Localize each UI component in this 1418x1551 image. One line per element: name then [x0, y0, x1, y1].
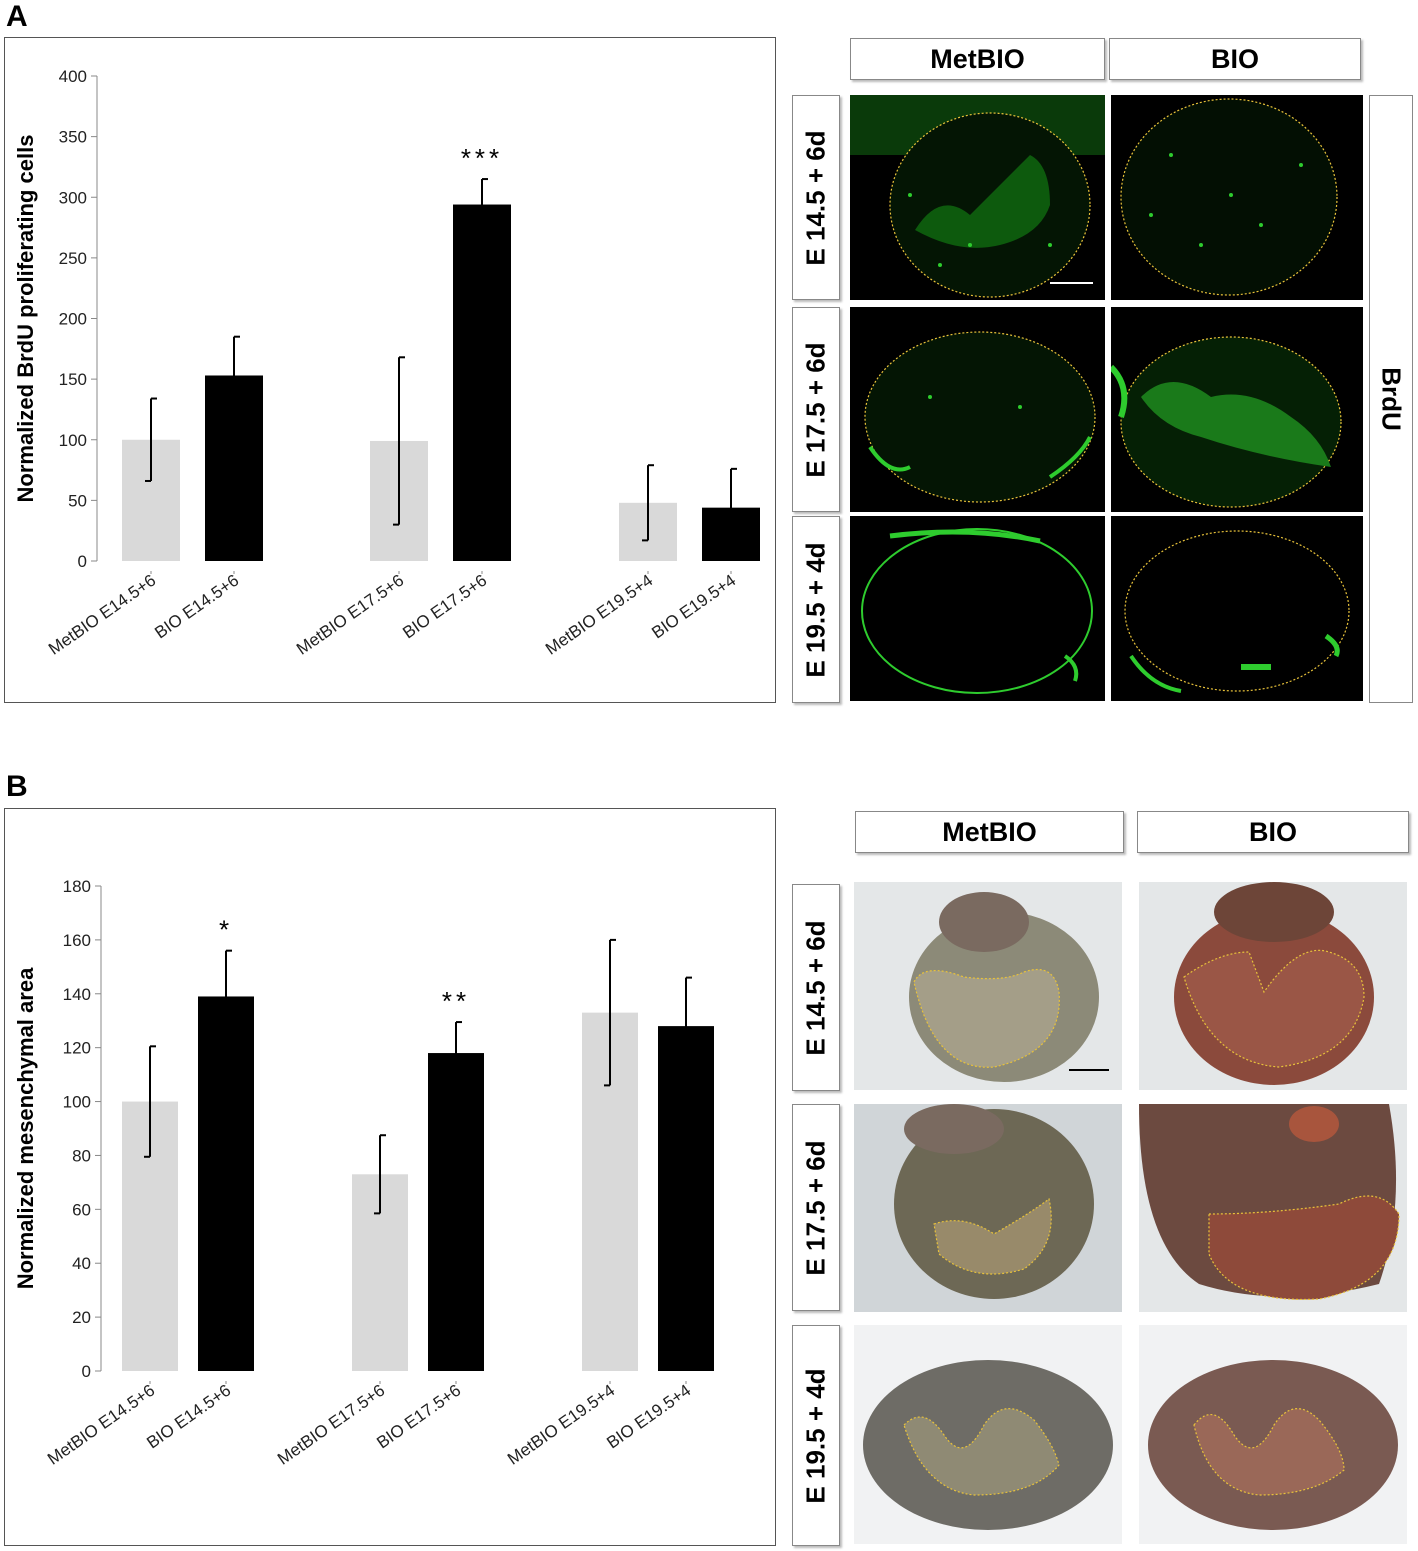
chart-b-category-label-2: MetBIO E17.5+6 — [274, 1381, 388, 1469]
brdu-image-metbio-e19-5 — [850, 516, 1105, 701]
chart-a-significance-3: *** — [461, 143, 503, 173]
chart-a-bar-3 — [453, 204, 511, 561]
bright-image-metbio-e19-5 — [854, 1325, 1122, 1544]
chart-a-category-label-5: BIO E19.5+4 — [648, 571, 739, 643]
chart-b-y-tick-label-4: 80 — [72, 1146, 91, 1165]
chart-a: 0 50 100 150 200 250 300 350 400 Normalized BrdU … — [13, 67, 760, 659]
chart-b-y-tick-label-5: 100 — [63, 1093, 91, 1112]
bright-image-bio-e19-5 — [1139, 1325, 1407, 1544]
chart-a-y-tick-label-0: 0 — [78, 552, 87, 571]
panel-b-row-label-2: E 17.5 + 6d — [800, 1139, 831, 1276]
panel-b-row-label-3: E 19.5 + 4d — [800, 1367, 831, 1504]
chart-a-y-tick-label-4: 200 — [59, 310, 87, 329]
chart-b-category-label-3: BIO E17.5+6 — [373, 1381, 464, 1453]
chart-b-category-label-0: MetBIO E14.5+6 — [44, 1381, 158, 1469]
chart-b-y-axis-label: Normalized mesenchymal area — [13, 967, 38, 1289]
panel-a-column-header-bio: BIO — [1109, 38, 1361, 80]
panel-a-letter: A — [6, 0, 28, 33]
chart-b-category-label-5: BIO E19.5+4 — [603, 1381, 694, 1453]
chart-b-y-tick-label-7: 140 — [63, 985, 91, 1004]
brdu-image-bio-e19-5 — [1111, 516, 1363, 701]
bright-image-metbio-e17-5 — [854, 1104, 1122, 1312]
panel-a-row-header-2: E 17.5 + 6d — [792, 307, 840, 512]
chart-b-category-label-4: MetBIO E19.5+4 — [504, 1381, 618, 1469]
chart-a-y-tick-label-2: 100 — [59, 431, 87, 450]
chart-b-y-tick-label-6: 120 — [63, 1039, 91, 1058]
brdu-image-metbio-e14-5 — [850, 95, 1105, 300]
brdu-image-bio-e17-5 — [1111, 307, 1363, 512]
panel-b-letter: B — [6, 770, 28, 803]
panel-a-row-label-2: E 17.5 + 6d — [800, 341, 831, 478]
chart-a-y-tick-label-8: 400 — [59, 67, 87, 86]
panel-b-column-header-bio: BIO — [1137, 811, 1409, 853]
chart-b-bar-1 — [198, 996, 254, 1371]
chart-b-y-tick-label-9: 180 — [63, 877, 91, 896]
chart-b-y-tick-label-2: 40 — [72, 1254, 91, 1273]
panel-a-column-header-metbio: MetBIO — [850, 38, 1105, 80]
chart-b-y-tick-label-3: 60 — [72, 1200, 91, 1219]
chart-b-y-tick-label-1: 20 — [72, 1308, 91, 1327]
chart-a-category-label-4: MetBIO E19.5+4 — [542, 571, 656, 659]
chart-b-bar-3 — [428, 1053, 484, 1371]
panel-b-row-header-3: E 19.5 + 4d — [792, 1325, 840, 1546]
panel-b-row-label-1: E 14.5 + 6d — [800, 919, 831, 1056]
chart-a-y-axis-label: Normalized BrdU proliferating cells — [13, 135, 38, 503]
chart-a-y-tick-label-7: 350 — [59, 128, 87, 147]
chart-a-frame: 0 50 100 150 200 250 300 350 400 Normalized BrdU … — [4, 37, 776, 703]
bright-image-bio-e17-5 — [1139, 1104, 1407, 1312]
brdu-side-label: BrdU — [1369, 95, 1413, 703]
panel-b-column-header-metbio: MetBIO — [855, 811, 1124, 853]
chart-b-frame: 0 20 40 60 80 100 120 140 160 180 Normalized mesen… — [4, 808, 776, 1546]
panel-a-row-header-1: E 14.5 + 6d — [792, 95, 840, 300]
brdu-label: BrdU — [1376, 367, 1407, 431]
bright-image-metbio-e14-5 — [854, 882, 1122, 1090]
chart-b-category-label-1: BIO E14.5+6 — [143, 1381, 234, 1453]
chart-b-significance-1: * — [219, 915, 233, 945]
chart-b: 0 20 40 60 80 100 120 140 160 180 Normalized mesen… — [13, 877, 714, 1469]
brdu-image-metbio-e17-5 — [850, 307, 1105, 512]
chart-a-category-label-3: BIO E17.5+6 — [399, 571, 490, 643]
panel-b-row-header-2: E 17.5 + 6d — [792, 1104, 840, 1311]
chart-b-significance-3: ** — [442, 986, 470, 1016]
bright-image-bio-e14-5 — [1139, 882, 1407, 1090]
chart-a-y-tick-label-3: 150 — [59, 370, 87, 389]
brdu-image-bio-e14-5 — [1111, 95, 1363, 300]
chart-a-category-label-1: BIO E14.5+6 — [151, 571, 242, 643]
panel-b-row-header-1: E 14.5 + 6d — [792, 884, 840, 1091]
panel-a-row-label-1: E 14.5 + 6d — [800, 129, 831, 266]
chart-a-category-label-2: MetBIO E17.5+6 — [293, 571, 407, 659]
chart-b-y-tick-label-8: 160 — [63, 931, 91, 950]
panel-a-row-header-3: E 19.5 + 4d — [792, 516, 840, 703]
chart-a-y-tick-label-1: 50 — [68, 491, 87, 510]
chart-a-category-label-0: MetBIO E14.5+6 — [45, 571, 159, 659]
chart-a-y-tick-label-5: 250 — [59, 249, 87, 268]
chart-a-y-tick-label-6: 300 — [59, 188, 87, 207]
chart-b-bar-5 — [658, 1026, 714, 1371]
panel-a-row-label-3: E 19.5 + 4d — [800, 541, 831, 678]
chart-b-y-tick-label-0: 0 — [82, 1362, 91, 1381]
